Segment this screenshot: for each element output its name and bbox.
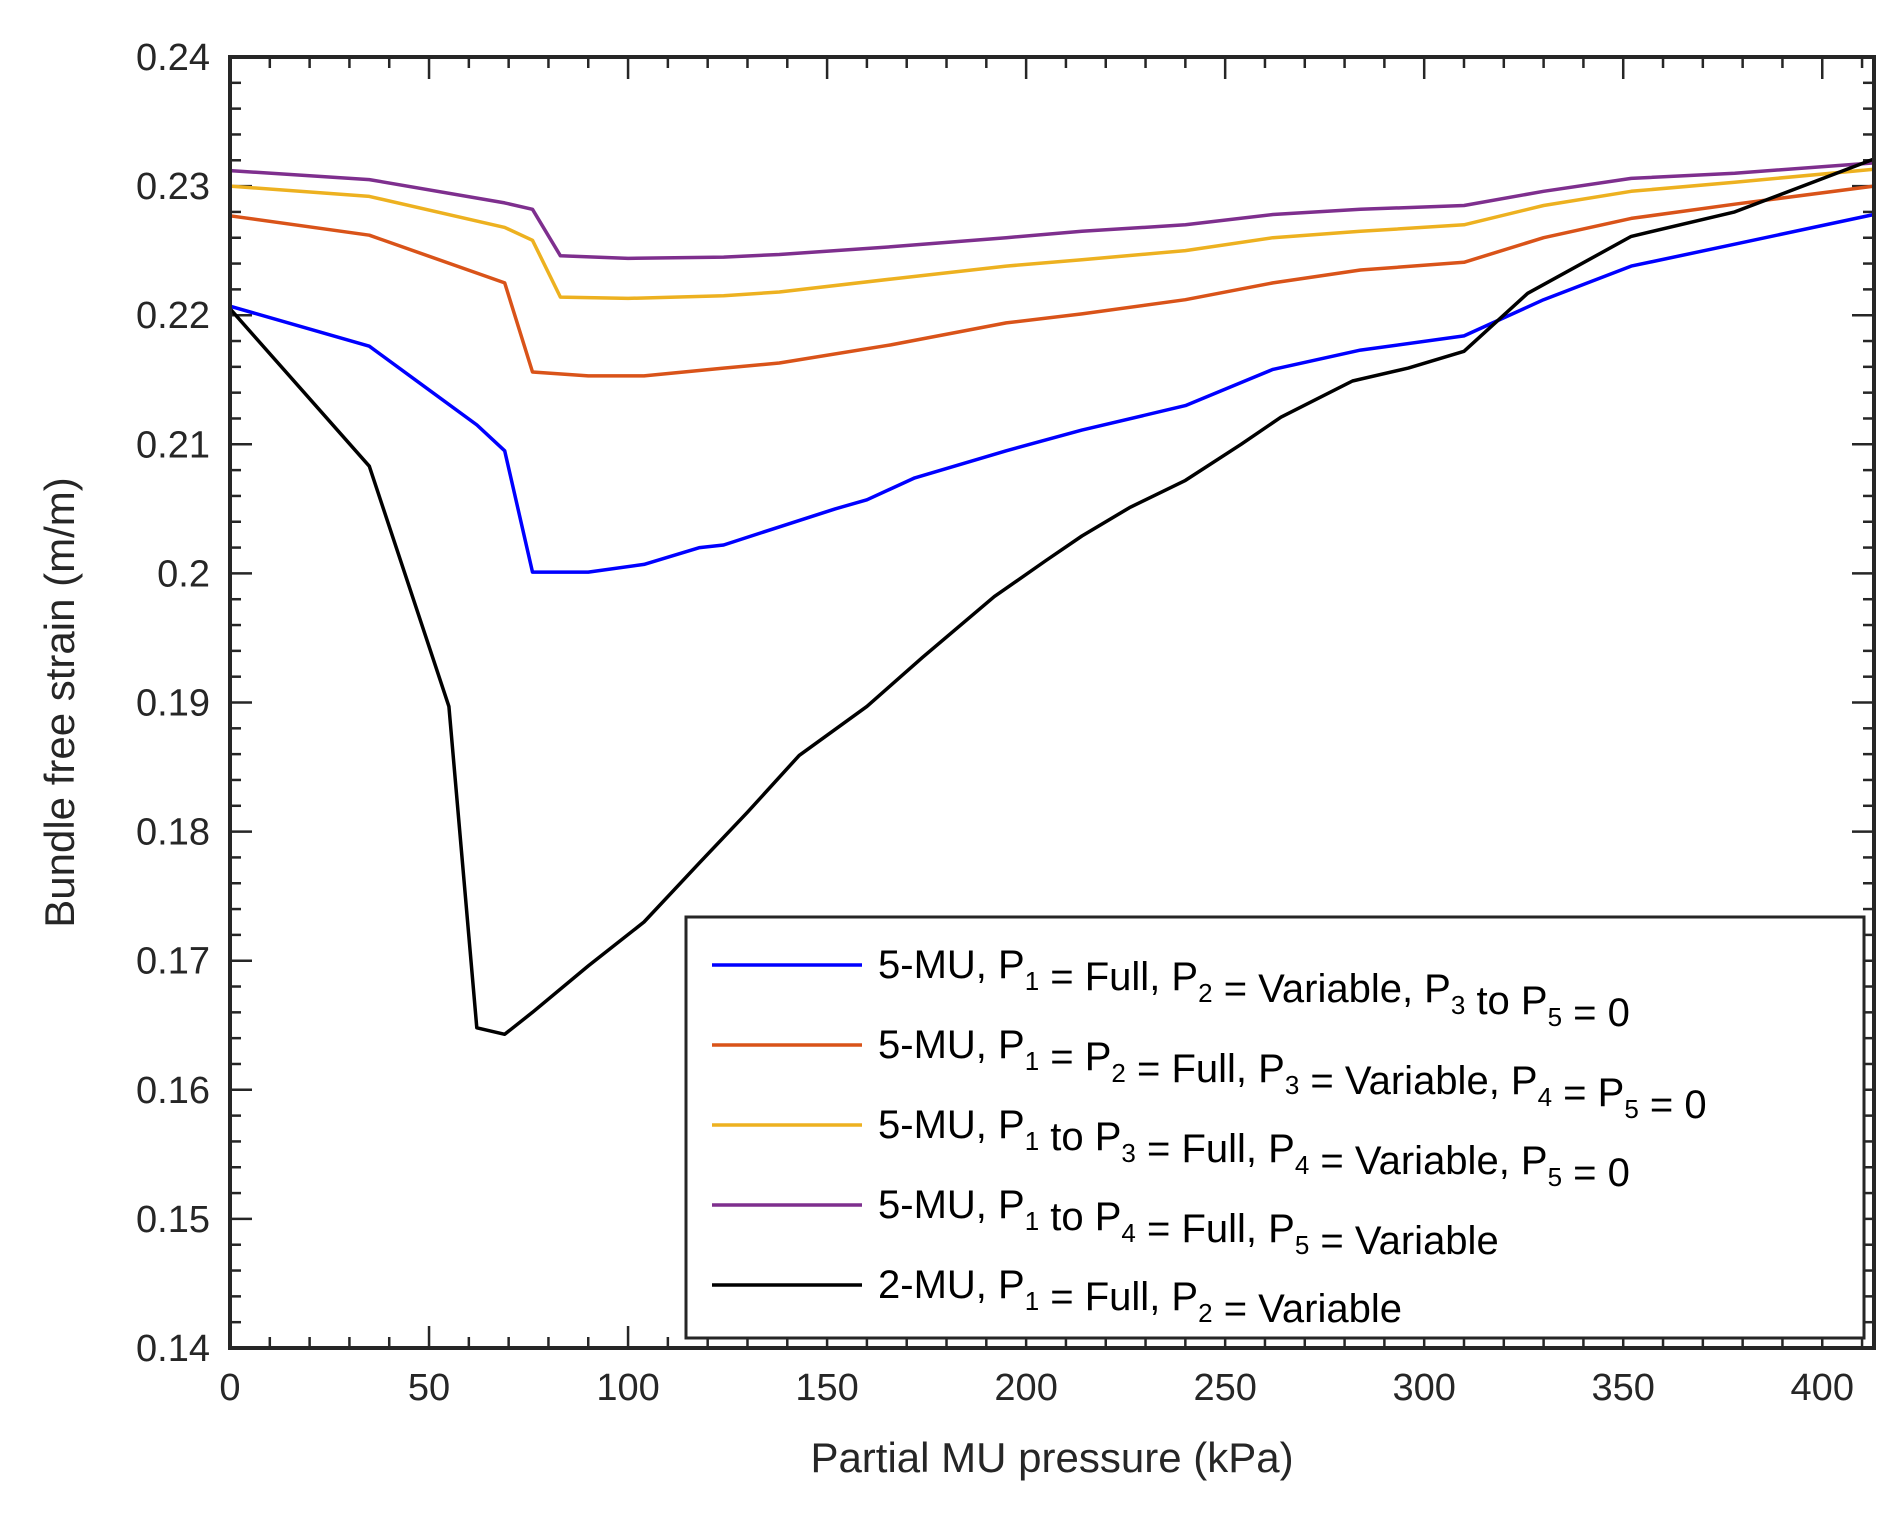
y-tick-label: 0.17 <box>136 941 210 983</box>
y-tick-label: 0.24 <box>136 37 210 79</box>
series-line-3 <box>228 167 1876 301</box>
legend: 5-MU, P1 = Full, P2 = Variable, P3 to P5… <box>684 915 1866 1340</box>
series-line-2 <box>228 184 1876 378</box>
plot-frame <box>228 55 1876 1350</box>
legend-label-2: 5-MU, P1 = P2 = Full, P3 = Variable, P4 … <box>878 1023 1707 1127</box>
x-tick-label: 400 <box>1791 1367 1854 1409</box>
x-tick-label: 100 <box>596 1367 659 1409</box>
legend-label-5: 2-MU, P1 = Full, P2 = Variable <box>878 1263 1402 1331</box>
series-line-5 <box>228 157 1876 1037</box>
series-line-1 <box>228 212 1876 574</box>
x-tick-label: 300 <box>1392 1367 1455 1409</box>
tick-labels: 0 50 100 150 200 250 300 350 400 0.14 0.15 0.16 0.17… <box>136 37 1854 1409</box>
x-tick-label: 350 <box>1592 1367 1655 1409</box>
legend-label-3: 5-MU, P1 to P3 = Full, P4 = Variable, P5… <box>878 1103 1630 1195</box>
y-tick-label: 0.2 <box>157 553 210 595</box>
legend-box <box>684 915 1866 1340</box>
x-tick-label: 200 <box>994 1367 1057 1409</box>
series-line-4 <box>228 161 1876 261</box>
legend-label-1: 5-MU, P1 = Full, P2 = Variable, P3 to P5… <box>878 943 1630 1035</box>
y-tick-label: 0.15 <box>136 1199 210 1241</box>
y-tick-label: 0.14 <box>136 1328 210 1370</box>
x-tick-label: 50 <box>408 1367 450 1409</box>
x-tick-label: 0 <box>219 1367 240 1409</box>
y-tick-label: 0.23 <box>136 166 210 208</box>
x-tick-label: 250 <box>1193 1367 1256 1409</box>
y-tick-label: 0.16 <box>136 1070 210 1112</box>
x-axis-title: Partial MU pressure (kPa) <box>810 1434 1293 1481</box>
series-layer <box>228 157 1876 1037</box>
legend-label-4: 5-MU, P1 to P4 = Full, P5 = Variable <box>878 1183 1499 1263</box>
y-tick-label: 0.21 <box>136 424 210 466</box>
y-tick-label: 0.19 <box>136 683 210 725</box>
x-tick-label: 150 <box>795 1367 858 1409</box>
y-tick-label: 0.18 <box>136 812 210 854</box>
y-axis-title: Bundle free strain (m/m) <box>36 477 83 927</box>
y-tick-label: 0.22 <box>136 295 210 337</box>
